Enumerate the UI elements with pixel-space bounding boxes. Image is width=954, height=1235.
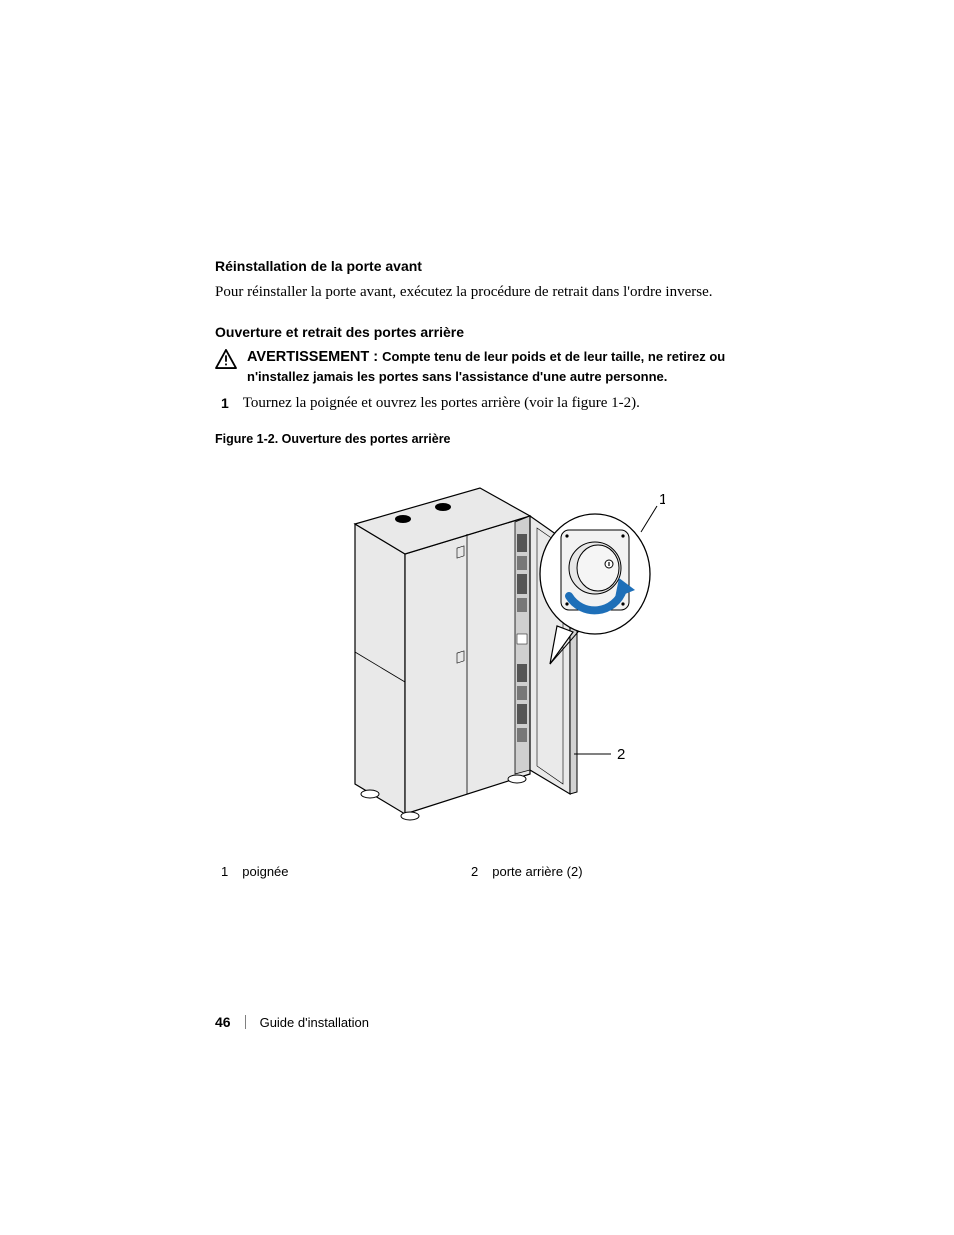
footer-label: Guide d'installation [260, 1015, 369, 1030]
legend-item-2: 2 porte arrière (2) [471, 864, 583, 879]
step-1: 1 Tournez la poignée et ouvrez les porte… [215, 395, 735, 412]
rack-slots [517, 534, 527, 742]
legend-num-1: 1 [221, 864, 228, 879]
heading-open-remove: Ouverture et retrait des portes arrière [215, 324, 735, 340]
figure-caption: Figure 1-2. Ouverture des portes arrière [215, 432, 735, 446]
warning-text: AVERTISSEMENT : Compte tenu de leur poid… [247, 348, 735, 385]
step-number: 1 [221, 395, 229, 412]
figure-container: 1 2 [215, 464, 735, 844]
body-reinstall: Pour réinstaller la porte avant, exécute… [215, 282, 735, 302]
legend-label-1: poignée [242, 864, 288, 879]
legend-item-1: 1 poignée [221, 864, 471, 879]
page-content: Réinstallation de la porte avant Pour ré… [215, 258, 735, 919]
heading-reinstall: Réinstallation de la porte avant [215, 258, 735, 274]
footer-divider [245, 1015, 246, 1029]
warning-block: AVERTISSEMENT : Compte tenu de leur poid… [215, 348, 735, 385]
callout-2-label: 2 [617, 746, 625, 763]
legend-label-2: porte arrière (2) [492, 864, 582, 879]
legend-num-2: 2 [471, 864, 478, 879]
page-number: 46 [215, 1014, 231, 1030]
callout-1-label: 1 [659, 491, 665, 508]
step-text: Tournez la poignée et ouvrez les portes … [243, 395, 640, 412]
warning-label: AVERTISSEMENT : [247, 349, 382, 365]
page-footer: 46 Guide d'installation [215, 1014, 369, 1030]
warning-triangle-icon [215, 349, 237, 369]
figure-legend: 1 poignée 2 porte arrière (2) [215, 864, 735, 879]
figure-illustration: 1 2 [285, 464, 665, 844]
